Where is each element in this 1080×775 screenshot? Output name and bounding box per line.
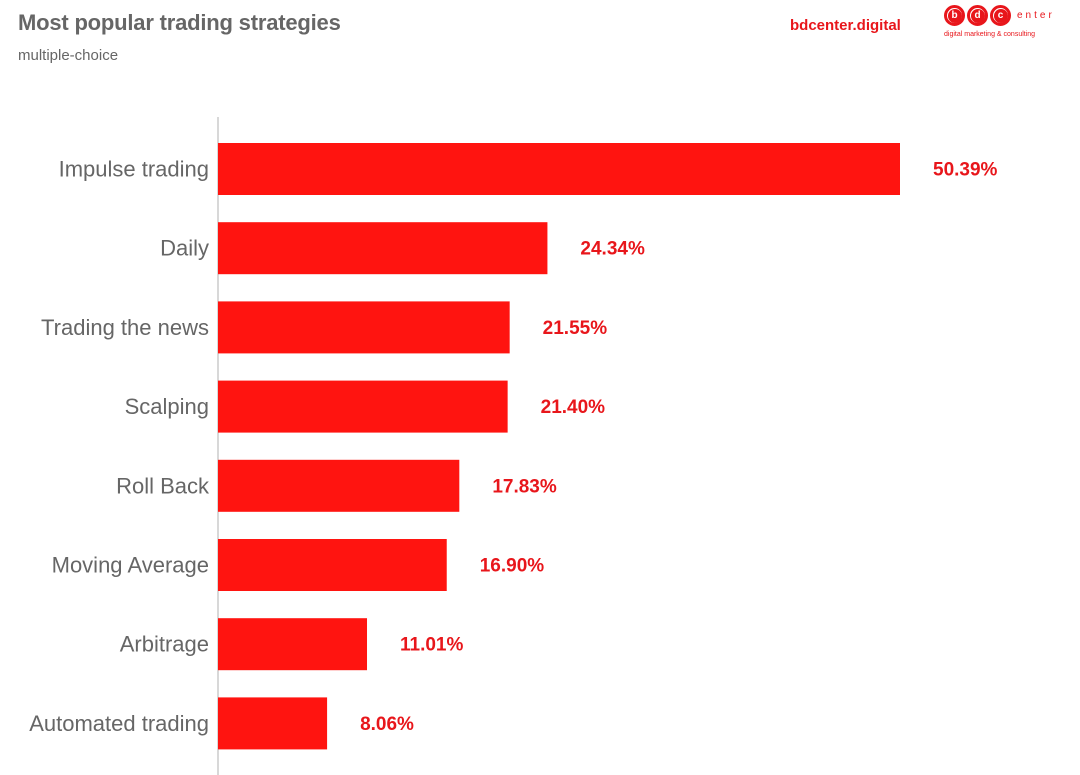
logo-letter-d: d bbox=[970, 8, 985, 23]
category-label: Impulse trading bbox=[59, 157, 209, 182]
category-label: Automated trading bbox=[29, 711, 209, 736]
chart-title: Most popular trading strategies bbox=[18, 10, 341, 35]
value-label: 11.01% bbox=[400, 635, 463, 656]
bar bbox=[218, 697, 328, 750]
bar bbox=[218, 539, 447, 591]
value-label: 8.06% bbox=[360, 714, 414, 735]
brand-logo: b d c enter digital marketing & consulti… bbox=[944, 5, 1064, 49]
chart-subtitle: multiple-choice bbox=[18, 47, 119, 64]
brand-site-text: bdcenter.digital bbox=[790, 17, 901, 34]
category-label: Roll Back bbox=[116, 473, 210, 498]
value-label: 17.83% bbox=[492, 476, 557, 497]
category-label: Arbitrage bbox=[120, 632, 209, 657]
category-label: Daily bbox=[160, 236, 209, 261]
value-label: 21.55% bbox=[543, 318, 608, 339]
logo-letter-c: c bbox=[993, 8, 1008, 23]
value-label: 50.39% bbox=[933, 160, 998, 181]
category-label: Moving Average bbox=[52, 553, 209, 578]
bar bbox=[218, 222, 548, 275]
bar bbox=[218, 618, 368, 671]
bar bbox=[218, 301, 510, 354]
logo-circle-c: c bbox=[990, 5, 1011, 26]
logo-letter-b: b bbox=[947, 8, 962, 23]
logo-circle-d: d bbox=[967, 5, 988, 26]
value-label: 24.34% bbox=[580, 239, 645, 260]
logo-circle-b: b bbox=[944, 5, 965, 26]
logo-tagline: digital marketing & consulting bbox=[944, 31, 1036, 38]
logo-mark: b d c enter bbox=[944, 5, 1064, 26]
bar bbox=[218, 459, 460, 512]
logo-word: enter bbox=[1017, 10, 1055, 21]
bar bbox=[218, 380, 508, 433]
value-label: 16.90% bbox=[480, 556, 545, 577]
bar bbox=[218, 143, 900, 195]
category-label: Scalping bbox=[125, 394, 209, 419]
category-label: Trading the news bbox=[41, 315, 209, 340]
value-label: 21.40% bbox=[541, 397, 606, 418]
